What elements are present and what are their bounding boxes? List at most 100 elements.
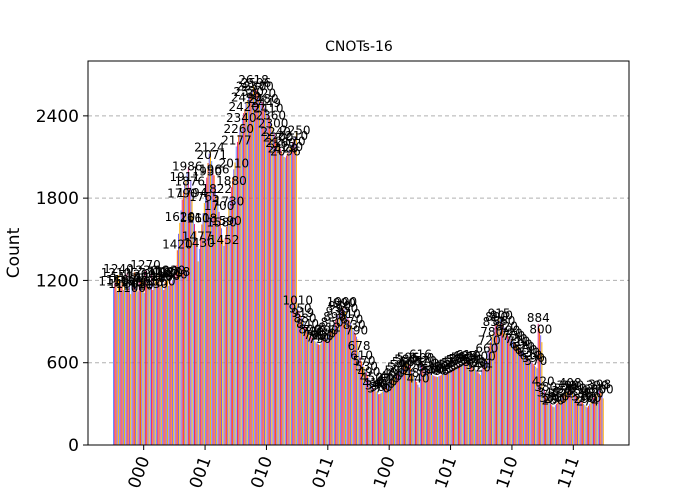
data-label: 525 <box>434 360 457 374</box>
bar <box>489 342 491 445</box>
bar <box>421 362 423 445</box>
bar <box>243 113 245 446</box>
bar <box>457 365 459 445</box>
y-axis-label: Count <box>4 227 24 278</box>
bar <box>228 207 230 445</box>
bar <box>272 129 274 445</box>
data-label: 900 <box>490 309 513 323</box>
bar <box>198 248 200 445</box>
bar <box>292 141 294 445</box>
data-label: 340 <box>537 385 560 399</box>
bar <box>121 277 123 445</box>
bar <box>216 195 218 445</box>
bar <box>131 279 133 445</box>
data-label: 2520 <box>246 86 277 100</box>
bar <box>459 364 461 445</box>
data-label: 840 <box>296 317 319 331</box>
bar <box>416 381 418 445</box>
bar <box>262 104 264 445</box>
bar <box>209 151 211 445</box>
bar <box>570 390 572 445</box>
bar <box>500 321 502 445</box>
bar <box>159 287 161 445</box>
bar <box>222 239 224 445</box>
bar <box>441 374 443 445</box>
data-label: 610 <box>520 348 543 362</box>
data-label: 330 <box>549 387 572 401</box>
data-label: 1730 <box>214 195 245 209</box>
data-label: 1200 <box>157 267 188 281</box>
bar <box>406 364 408 445</box>
bar <box>143 292 145 445</box>
bar <box>402 368 404 445</box>
data-label: 790 <box>497 324 520 338</box>
bar <box>289 147 291 445</box>
data-label: 730 <box>505 332 528 346</box>
bar <box>542 387 544 445</box>
bar <box>577 397 578 445</box>
data-label: 2596 <box>241 76 272 90</box>
bar <box>601 395 603 445</box>
bar <box>297 306 299 445</box>
bar <box>573 392 575 445</box>
bar <box>507 334 509 445</box>
bar <box>283 157 285 445</box>
bar <box>182 191 184 445</box>
data-label: 1420 <box>162 237 193 251</box>
bar <box>578 398 580 445</box>
bar <box>483 362 485 445</box>
data-label: 1790 <box>167 187 198 201</box>
data-label: 570 <box>353 354 376 368</box>
data-label: 678 <box>348 339 371 353</box>
bar <box>200 236 202 445</box>
data-label: 780 <box>480 325 503 339</box>
bar <box>195 230 197 445</box>
bar <box>348 320 350 445</box>
bar <box>538 328 540 445</box>
y-tick-label: 1800 <box>36 189 79 209</box>
bar <box>208 153 210 445</box>
data-label: 2340 <box>226 111 257 125</box>
bar <box>495 322 497 445</box>
data-label: 1270 <box>130 258 161 272</box>
bar <box>545 392 547 445</box>
bar <box>299 314 301 445</box>
bar <box>194 224 195 445</box>
data-label: 530 <box>419 359 442 373</box>
data-label: 370 <box>367 381 390 395</box>
bar <box>127 288 129 445</box>
bar <box>327 335 329 445</box>
bar <box>277 143 279 446</box>
bar <box>380 392 382 445</box>
bar <box>556 403 558 445</box>
data-label: 520 <box>387 361 410 375</box>
bar <box>239 129 241 445</box>
data-label: 720 <box>478 333 501 347</box>
bar <box>171 280 173 445</box>
bar <box>257 92 259 445</box>
bar <box>491 338 493 445</box>
data-label: 990 <box>333 296 356 310</box>
bar <box>536 368 538 445</box>
data-label: 970 <box>328 299 351 313</box>
bar <box>248 98 250 445</box>
data-label: 390 <box>556 379 579 393</box>
bar <box>251 89 253 446</box>
bar <box>429 372 431 445</box>
bar <box>397 373 399 445</box>
bar <box>320 343 322 445</box>
data-label: 290 <box>544 392 567 406</box>
bar <box>273 133 275 445</box>
bar <box>470 364 472 445</box>
bar <box>163 290 165 445</box>
bar <box>498 319 500 445</box>
data-label: 330 <box>569 387 592 401</box>
data-label: 515 <box>431 361 454 375</box>
data-label: 1611 <box>179 211 210 225</box>
bar <box>157 283 159 445</box>
data-label: 1608 <box>187 211 218 225</box>
bar <box>561 398 563 445</box>
bar <box>530 361 532 445</box>
bar <box>426 368 427 445</box>
bar <box>335 320 337 445</box>
